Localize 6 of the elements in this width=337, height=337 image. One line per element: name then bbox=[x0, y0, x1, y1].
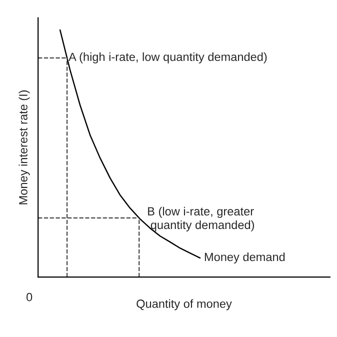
x-axis-title: Quantity of money bbox=[136, 299, 232, 310]
ref-line-label: B (low i-rate, greater quantity demanded) bbox=[148, 206, 254, 232]
ref-line-label: A (high i-rate, low quantity demanded) bbox=[68, 52, 267, 64]
text: 0 bbox=[26, 292, 32, 302]
series-label: Money demand bbox=[204, 252, 285, 264]
y-axis-title: Money interest rate (I) bbox=[18, 90, 30, 204]
